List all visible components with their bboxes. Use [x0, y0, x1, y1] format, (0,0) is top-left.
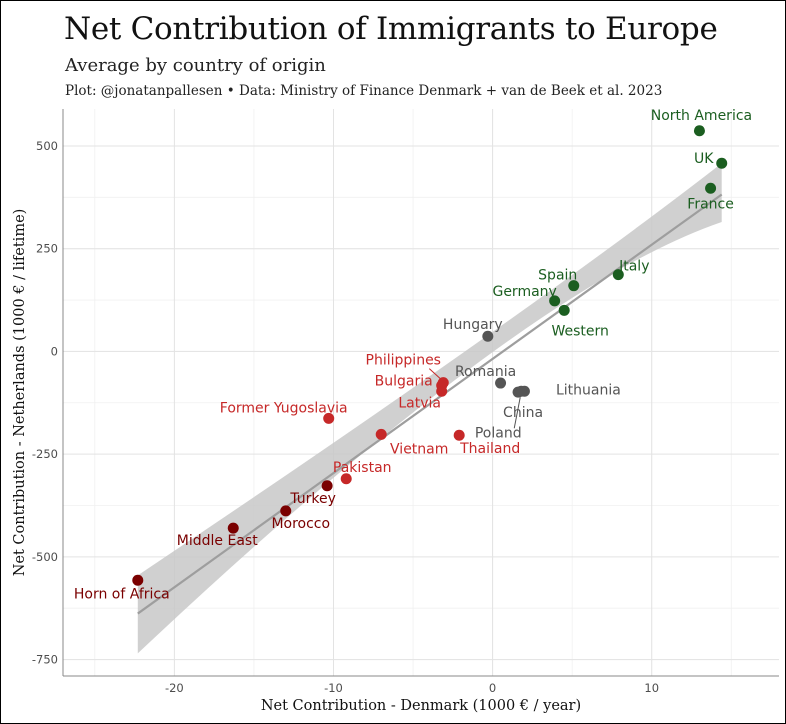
label-thailand: Thailand — [459, 441, 520, 457]
point-former-yugoslavia — [323, 412, 335, 424]
point-vietnam — [375, 428, 387, 440]
label-spain: Spain — [538, 268, 577, 284]
y-tick-label: -500 — [32, 550, 58, 564]
label-bulgaria: Bulgaria — [375, 374, 433, 390]
label-poland: Poland — [475, 425, 522, 441]
x-tick-label: -10 — [324, 681, 343, 695]
label-north-america: North America — [651, 108, 752, 124]
chart-subtitle: Average by country of origin — [65, 55, 326, 76]
point-turkey — [321, 480, 333, 492]
point-middle-east — [227, 522, 239, 534]
y-tick-label: 0 — [51, 344, 58, 358]
point-latvia — [436, 385, 448, 397]
point-horn-of-africa — [132, 574, 144, 586]
x-tick-label: -20 — [165, 681, 184, 695]
y-tick-label: -750 — [32, 653, 58, 667]
y-axis-title: Net Contribution - Netherlands (1000 € /… — [12, 209, 28, 577]
label-germany: Germany — [492, 284, 556, 300]
y-tick-label: 500 — [36, 139, 58, 153]
label-former-yugoslavia: Former Yugoslavia — [220, 400, 348, 416]
label-romania: Romania — [455, 364, 516, 380]
point-hungary — [482, 330, 494, 342]
x-tick-label: 0 — [489, 681, 496, 695]
label-horn-of-africa: Horn of Africa — [74, 586, 170, 602]
label-france: France — [687, 196, 734, 212]
label-philippines: Philippines — [366, 353, 441, 369]
label-morocco: Morocco — [271, 516, 330, 532]
label-latvia: Latvia — [398, 395, 441, 411]
point-italy — [612, 269, 624, 281]
point-germany — [549, 295, 561, 307]
trend-line — [137, 193, 723, 615]
label-uk: UK — [694, 151, 714, 167]
point-romania — [495, 377, 507, 389]
label-western: Western — [551, 323, 608, 339]
point-north-america — [693, 125, 705, 137]
data-points — [132, 125, 728, 586]
point-pakistan — [340, 473, 352, 485]
x-tick-label: 10 — [644, 681, 659, 695]
axes: -20 -10 0 10 -750 -500 -250 0 250 500 — [32, 109, 779, 695]
label-pakistan: Pakistan — [333, 460, 392, 476]
point-thailand — [453, 429, 465, 441]
label-turkey: Turkey — [289, 491, 336, 507]
label-hungary: Hungary — [443, 317, 503, 333]
label-lithuania: Lithuania — [556, 382, 621, 398]
point-morocco — [280, 505, 292, 517]
y-tick-label: -250 — [32, 447, 58, 461]
label-china: China — [503, 405, 543, 421]
x-axis-title: Net Contribution - Denmark (1000 € / yea… — [261, 698, 581, 714]
leader-philippines — [428, 368, 441, 380]
leader-poland — [513, 397, 521, 429]
y-tick-label: 250 — [36, 242, 58, 256]
point-spain — [568, 280, 580, 292]
label-middle-east: Middle East — [177, 533, 258, 549]
point-poland — [515, 385, 527, 397]
point-france — [705, 182, 717, 194]
chart-caption: Plot: @jonatanpallesen • Data: Ministry … — [65, 83, 663, 99]
chart-title: Net Contribution of Immigrants to Europe — [64, 11, 718, 47]
point-uk — [716, 157, 728, 169]
label-italy: Italy — [619, 259, 649, 275]
point-western — [558, 304, 570, 316]
label-vietnam: Vietnam — [390, 441, 448, 457]
